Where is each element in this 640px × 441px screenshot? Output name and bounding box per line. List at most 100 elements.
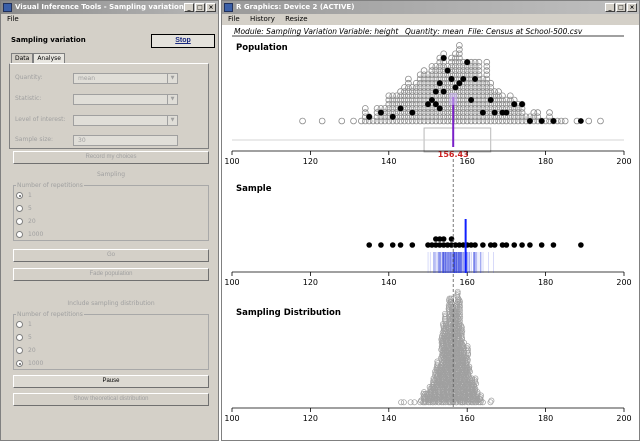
- vit-titlebar[interactable]: Visual Inference Tools - Sampling variat…: [1, 1, 218, 14]
- population-sample-point: [460, 76, 467, 82]
- axis-tick-label: 120: [303, 157, 318, 166]
- show-theoretical-button[interactable]: Show theoretical distribution: [13, 393, 209, 406]
- chevron-down-icon: ▼: [167, 116, 177, 125]
- population-point: [428, 75, 436, 83]
- population-point: [416, 92, 424, 100]
- population-point: [546, 113, 553, 121]
- level-select[interactable]: ▼: [73, 115, 178, 126]
- statistic-select[interactable]: ▼: [73, 94, 178, 105]
- population-point: [393, 109, 400, 116]
- population-point: [475, 63, 483, 70]
- population-point: [440, 96, 447, 104]
- go-button[interactable]: Go: [13, 249, 209, 262]
- population-point: [448, 75, 455, 83]
- population-sample-point: [397, 105, 404, 112]
- sampling-dist-point: [472, 375, 479, 382]
- close-icon[interactable]: ×: [206, 3, 216, 12]
- population-point: [499, 92, 506, 100]
- population-sample-point: [425, 101, 431, 108]
- population-point: [428, 109, 436, 116]
- population-point: [456, 117, 463, 125]
- sample-mean-history: [427, 252, 494, 273]
- population-point: [499, 117, 506, 125]
- population-point: [483, 67, 491, 74]
- population-point: [463, 105, 471, 112]
- population-point: [467, 113, 475, 121]
- population-point: [432, 71, 440, 79]
- population-point: [456, 88, 463, 95]
- sample-point: [480, 242, 486, 248]
- population-point: [444, 109, 451, 116]
- population-point: [420, 71, 428, 79]
- close-icon[interactable]: ×: [627, 3, 637, 12]
- menu-resize[interactable]: Resize: [285, 15, 308, 23]
- radio-icon: [16, 347, 23, 354]
- population-point: [440, 117, 447, 125]
- stop-button[interactable]: Stop: [151, 34, 215, 48]
- population-point: [456, 50, 463, 58]
- sample-point: [538, 242, 545, 248]
- population-point: [487, 84, 495, 91]
- quantity-value: mean: [78, 75, 96, 82]
- population-mean-marker: [449, 93, 458, 105]
- sampling-dist-point: [478, 392, 484, 399]
- population-point: [401, 92, 408, 100]
- population-point: [459, 67, 467, 74]
- population-point: [412, 92, 420, 100]
- population-point: [534, 113, 542, 121]
- population-point: [467, 71, 475, 79]
- fade-population-button[interactable]: Fade population: [13, 268, 209, 281]
- quantity-select[interactable]: mean ▼: [73, 73, 178, 84]
- population-point: [487, 113, 495, 121]
- menu-file[interactable]: File: [7, 15, 19, 23]
- population-point: [479, 92, 487, 100]
- population-sample-points: [366, 55, 584, 124]
- sample-size-input[interactable]: 30: [73, 135, 178, 146]
- population-sample-point: [432, 88, 439, 95]
- population-point: [483, 75, 491, 83]
- quantity-label: Quantity:: [15, 74, 43, 81]
- population-point: [467, 117, 475, 125]
- sample-point: [487, 242, 494, 248]
- tab-data[interactable]: Data: [11, 53, 34, 64]
- population-point: [475, 105, 483, 112]
- population-point: [444, 113, 451, 121]
- population-point: [463, 100, 471, 108]
- population-sample-point: [527, 118, 533, 124]
- population-point: [428, 71, 436, 79]
- tab-analyse[interactable]: Analyse: [33, 53, 65, 64]
- menu-history[interactable]: History: [249, 15, 275, 23]
- population-point: [495, 117, 502, 125]
- sample-point: [389, 242, 396, 248]
- sampling-dist-point: [426, 384, 433, 390]
- maximize-icon[interactable]: □: [616, 3, 626, 12]
- population-point: [463, 71, 471, 79]
- population-point: [514, 113, 522, 121]
- population-point: [424, 75, 432, 83]
- population-point: [530, 113, 538, 121]
- population-point: [440, 109, 447, 116]
- population-point: [483, 88, 491, 95]
- r-graphics-window: R Graphics: Device 2 (ACTIVE) _ □ × File…: [221, 0, 640, 441]
- sample-title: Sample: [236, 184, 272, 194]
- menu-file[interactable]: File: [228, 15, 240, 23]
- population-point: [448, 113, 455, 121]
- minimize-icon[interactable]: _: [184, 3, 194, 12]
- population-point: [444, 84, 451, 91]
- rgraphics-titlebar[interactable]: R Graphics: Device 2 (ACTIVE) _ □ ×: [222, 1, 639, 14]
- minimize-icon[interactable]: _: [605, 3, 615, 12]
- population-point: [499, 96, 506, 104]
- sampling-dist-point: [469, 375, 476, 382]
- module-info: Module: Sampling Variation Variable: hei…: [234, 27, 583, 36]
- population-point: [456, 42, 463, 49]
- maximize-icon[interactable]: □: [195, 3, 205, 12]
- population-point: [397, 113, 404, 121]
- pause-button[interactable]: Pause: [13, 375, 209, 388]
- sample-point: [519, 242, 525, 248]
- population-point: [522, 113, 530, 121]
- population-point: [483, 79, 491, 87]
- population-point: [463, 79, 471, 87]
- vit-window: Visual Inference Tools - Sampling variat…: [0, 0, 219, 441]
- repetitions2-label: Number of repetitions: [16, 311, 84, 318]
- record-choices-button[interactable]: Record my choices: [13, 151, 209, 164]
